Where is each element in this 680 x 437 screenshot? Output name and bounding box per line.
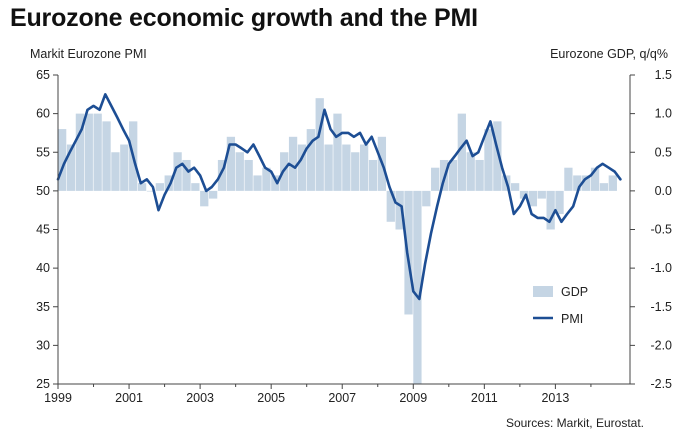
gdp-bar [262, 167, 271, 191]
left-tick-label: 65 [36, 68, 50, 82]
gdp-bar [457, 113, 466, 191]
gdp-bar [191, 183, 200, 191]
gdp-bar [359, 144, 369, 191]
gdp-bar [226, 136, 236, 191]
source-note: Sources: Markit, Eurostat. [505, 416, 644, 430]
chart-title: Eurozone economic growth and the PMI [10, 4, 478, 32]
gdp-bar [484, 129, 493, 191]
gdp-bar [146, 190, 156, 192]
legend-gdp-label: GDP [561, 285, 588, 299]
gdp-bar [244, 159, 253, 191]
x-tick-label: 2013 [541, 391, 569, 405]
gdp-bar [493, 121, 502, 191]
gdp-bar [519, 190, 529, 199]
x-tick-label: 2003 [186, 391, 214, 405]
right-tick-label: 1.0 [655, 107, 672, 121]
left-tick-label: 45 [36, 223, 50, 237]
gdp-bar [111, 152, 120, 191]
gdp-bar [368, 159, 378, 191]
gdp-bar [537, 190, 546, 199]
gdp-bar [342, 144, 351, 191]
gdp-bar [200, 190, 209, 207]
right-tick-label: 0.5 [655, 145, 672, 159]
gdp-bar [58, 129, 67, 191]
gdp-bar [386, 190, 395, 222]
left-tick-label: 60 [36, 107, 50, 121]
right-tick-label: 1.5 [655, 68, 672, 82]
gdp-bar [75, 113, 85, 191]
right-tick-label: -0.5 [650, 223, 672, 237]
right-tick-label: 0.0 [655, 184, 672, 198]
gdp-bar [297, 144, 307, 191]
gdp-bar [235, 152, 244, 191]
legend-pmi-label: PMI [561, 312, 583, 326]
pmi-series [56, 93, 622, 301]
gdp-bar [66, 144, 76, 191]
gdp-bar [173, 152, 182, 191]
axes: 65 60 55 50 45 40 35 30 25 1.5 1.0 0.5 0.0 -0.5 -1.0 -1… [36, 68, 672, 405]
x-tick-label: 2011 [471, 391, 498, 405]
right-tick-label: -2.0 [650, 338, 672, 352]
left-tick-label: 55 [36, 145, 50, 159]
x-tick-label: 1999 [44, 391, 72, 405]
left-tick-label: 25 [36, 377, 50, 391]
gdp-bar [93, 113, 102, 191]
gdp-bar [271, 175, 280, 191]
gdp-bar [288, 136, 298, 191]
legend: GDP PMI [533, 285, 588, 326]
left-tick-label: 40 [36, 261, 50, 275]
gdp-bar [573, 175, 582, 191]
gdp-bar [102, 121, 111, 191]
gdp-bar [324, 144, 333, 191]
right-tick-label: -1.5 [650, 300, 672, 314]
left-tick-label: 30 [36, 338, 50, 352]
right-tick-label: -1.0 [650, 261, 672, 275]
right-axis-title: Eurozone GDP, q/q% [550, 47, 668, 61]
gdp-bar [590, 167, 600, 191]
gdp-bar [351, 152, 360, 191]
gdp-bar [564, 167, 573, 191]
gdp-bar [182, 159, 191, 191]
gdp-bar [599, 183, 609, 191]
x-tick-label: 2007 [328, 391, 356, 405]
gdp-bar [208, 190, 218, 199]
gdp-bar [137, 183, 147, 191]
x-tick-label: 2009 [399, 391, 427, 405]
gdp-bar [395, 190, 404, 230]
gdp-bar [164, 175, 173, 191]
gdp-bar [333, 113, 342, 191]
gdp-bar [448, 159, 458, 191]
x-tick-label: 2005 [257, 391, 285, 405]
gdp-bar [608, 175, 617, 191]
gdp-bar [466, 152, 475, 191]
left-tick-label: 35 [36, 300, 50, 314]
gdp-bar [528, 190, 538, 207]
right-tick-label: -2.5 [650, 377, 672, 391]
gdp-bar [253, 175, 262, 191]
gdp-bar [582, 175, 591, 191]
legend-gdp-swatch [533, 286, 553, 297]
gdp-bar [120, 144, 129, 191]
gdp-bar [306, 129, 315, 191]
gdp-bar [413, 190, 422, 384]
gdp-bar [217, 159, 227, 191]
gdp-bar [555, 190, 564, 215]
left-tick-label: 50 [36, 184, 50, 198]
gdp-series [58, 98, 617, 384]
gdp-bar [475, 159, 484, 191]
gdp-bar [404, 190, 413, 315]
gdp-bar [510, 183, 520, 191]
gdp-bar [315, 98, 324, 191]
gdp-bar [84, 113, 93, 191]
gdp-bar [546, 190, 555, 230]
gdp-bar [431, 167, 440, 191]
gdp-bar [422, 190, 431, 207]
x-tick-label: 2001 [115, 391, 143, 405]
pmi-line-path [56, 93, 622, 301]
left-axis-title: Markit Eurozone PMI [30, 47, 147, 61]
gdp-bar [155, 183, 164, 191]
